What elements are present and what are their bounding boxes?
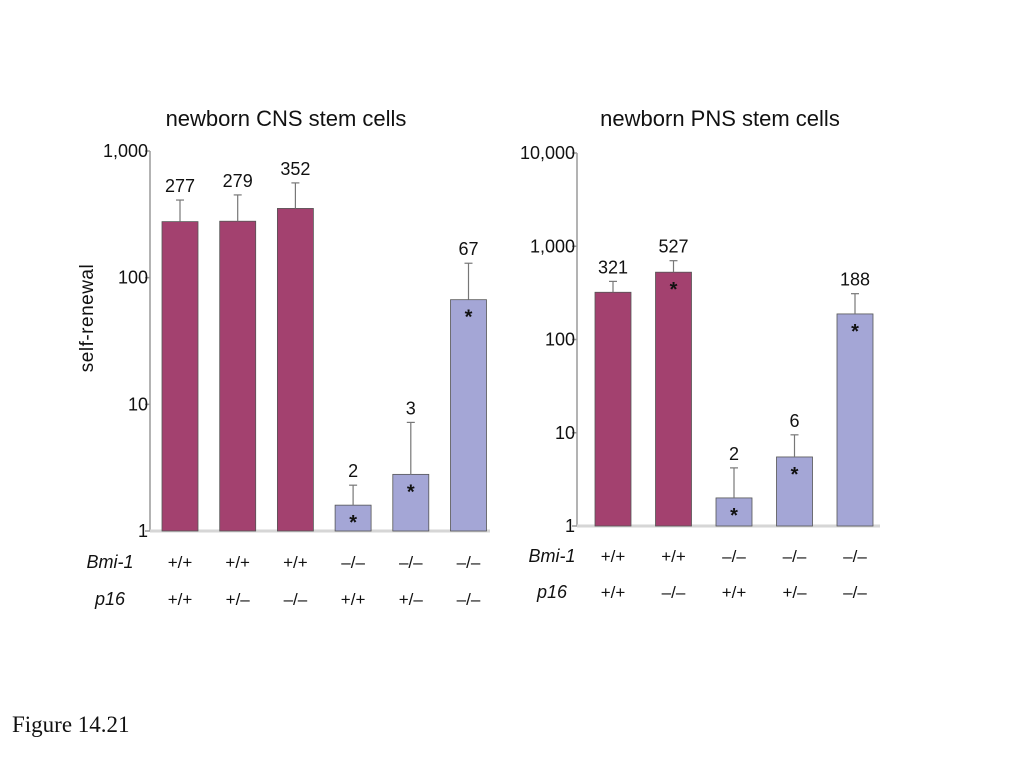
bar	[836, 313, 874, 527]
genotype-label: +/+	[283, 553, 308, 572]
data-label: 3	[406, 398, 416, 418]
bar	[161, 221, 199, 532]
data-label: 527	[658, 237, 688, 257]
genotype-label: +/+	[722, 583, 747, 602]
genotype-label: –/–	[722, 547, 746, 566]
genotype-label: –/–	[843, 583, 867, 602]
bar	[776, 456, 813, 527]
bar	[392, 473, 430, 532]
genotype-label: –/–	[843, 547, 867, 566]
significance-star: *	[407, 481, 415, 503]
y-tick-label: 1	[138, 521, 148, 541]
genotype-label: –/–	[457, 553, 481, 572]
genotype-label: –/–	[341, 553, 365, 572]
chart-title: newborn PNS stem cells	[600, 106, 840, 131]
y-tick-label: 1,000	[103, 141, 148, 161]
genotype-label: –/–	[457, 590, 481, 609]
genotype-label: –/–	[399, 553, 423, 572]
bar	[655, 271, 692, 527]
figure-caption: Figure 14.21	[12, 712, 130, 737]
bar	[450, 299, 487, 532]
genotype-label: +/+	[225, 553, 250, 572]
significance-star: *	[730, 505, 738, 527]
genotype-label: +/+	[168, 553, 193, 572]
bar	[334, 504, 372, 532]
genotype-label: +/–	[782, 583, 807, 602]
data-label: 321	[598, 257, 628, 277]
significance-star: *	[465, 307, 473, 329]
y-tick-label: 1	[565, 516, 575, 536]
significance-star: *	[670, 279, 678, 301]
y-tick-label: 100	[118, 268, 148, 288]
data-label: 352	[280, 159, 310, 179]
gene-name: Bmi-1	[86, 552, 133, 572]
data-label: 6	[789, 411, 799, 431]
genotype-label: +/+	[601, 583, 626, 602]
y-tick-label: 10	[555, 423, 575, 443]
data-label: 277	[165, 176, 195, 196]
data-label: 279	[223, 171, 253, 191]
gene-name: p16	[94, 589, 126, 609]
significance-star: *	[791, 464, 799, 486]
y-tick-label: 10	[128, 394, 148, 414]
data-label: 2	[729, 444, 739, 464]
genotype-label: +/+	[661, 547, 686, 566]
y-tick-label: 1,000	[530, 236, 575, 256]
bar	[276, 208, 314, 532]
bar	[594, 291, 632, 527]
gene-name: Bmi-1	[528, 546, 575, 566]
genotype-label: –/–	[284, 590, 308, 609]
y-tick-label: 100	[545, 330, 575, 350]
significance-star: *	[349, 512, 357, 534]
bar	[219, 220, 257, 532]
pns-chart: newborn PNS stem cells 1 10 100 1,000 10,000 3…	[520, 106, 880, 602]
significance-star: *	[851, 321, 859, 343]
y-tick-label: 10,000	[520, 143, 575, 163]
data-label: 188	[840, 270, 870, 290]
bar	[715, 497, 753, 527]
genotype-label: –/–	[783, 547, 807, 566]
y-axis-label: self-renewal	[77, 264, 98, 372]
genotype-label: –/–	[662, 583, 686, 602]
cns-chart: newborn CNS stem cells self-renewal 1 10 100…	[77, 106, 490, 609]
genotype-label: +/+	[168, 590, 193, 609]
genotype-label: +/+	[601, 547, 626, 566]
genotype-label: +/+	[341, 590, 366, 609]
genotype-label: +/–	[399, 590, 424, 609]
gene-name: p16	[536, 582, 568, 602]
chart-title: newborn CNS stem cells	[166, 106, 407, 131]
data-label: 2	[348, 461, 358, 481]
data-label: 67	[458, 239, 478, 259]
genotype-label: +/–	[226, 590, 251, 609]
